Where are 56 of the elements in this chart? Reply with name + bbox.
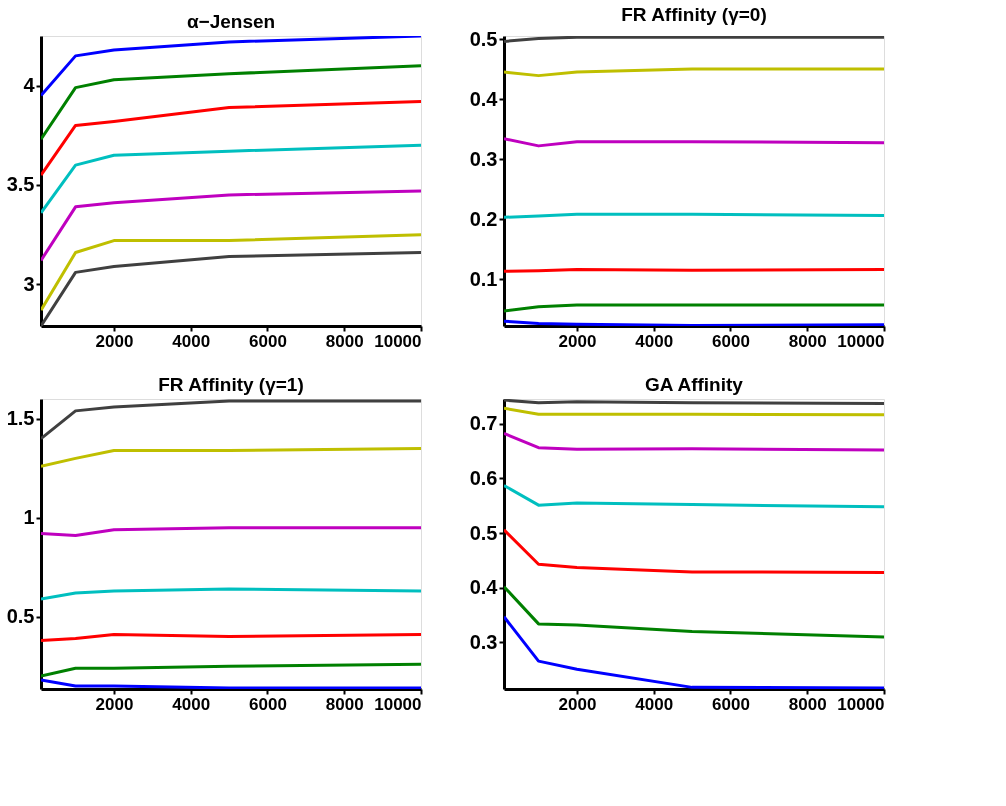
x-tick-label: 10000 xyxy=(837,331,885,351)
y-tick-label: 0.5 xyxy=(469,521,498,544)
line-series xyxy=(41,64,421,141)
x-tick-label: 4000 xyxy=(172,694,211,714)
line-series xyxy=(41,36,421,98)
line-series xyxy=(41,526,421,538)
chart-title: α−Jensen xyxy=(186,11,276,32)
line-series xyxy=(41,189,421,262)
x-tick-label: 2000 xyxy=(95,694,134,714)
y-tick-label: 3.5 xyxy=(6,173,35,196)
y-tick-label: 0.5 xyxy=(469,27,498,50)
x-tick-label: 2000 xyxy=(558,331,597,351)
x-tick-label: 10000 xyxy=(837,694,885,714)
x-tick-label: 6000 xyxy=(249,331,287,351)
x-tick-label: 10000 xyxy=(374,694,422,714)
x-tick-label: 4000 xyxy=(635,694,674,714)
x-tick-label: 6000 xyxy=(712,331,750,351)
y-tick-label: 0.1 xyxy=(469,267,498,290)
y-tick-label: 0.4 xyxy=(469,576,499,599)
line-series xyxy=(41,399,421,441)
line-series xyxy=(41,143,421,215)
y-tick-label: 1.5 xyxy=(6,407,35,430)
x-tick-label: 6000 xyxy=(712,694,750,714)
y-tick-label: 3 xyxy=(23,272,35,295)
x-tick-label: 4000 xyxy=(635,331,674,351)
x-tick-label: 6000 xyxy=(249,694,287,714)
x-tick-label: 8000 xyxy=(325,331,364,351)
line-series xyxy=(504,137,884,148)
x-tick-label: 8000 xyxy=(788,331,827,351)
y-tick-label: 0.3 xyxy=(469,630,498,653)
x-tick-label: 8000 xyxy=(325,694,364,714)
x-tick-label: 2000 xyxy=(558,694,597,714)
x-tick-label: 4000 xyxy=(172,331,211,351)
y-tick-label: 0.4 xyxy=(469,87,499,110)
x-tick-label: 8000 xyxy=(788,694,827,714)
line-series xyxy=(41,446,421,468)
line-series xyxy=(504,483,884,509)
y-tick-label: 0.2 xyxy=(469,207,498,230)
x-tick-label: 2000 xyxy=(95,331,134,351)
chart-title: FR Affinity (γ=1) xyxy=(158,374,304,395)
chart-title: FR Affinity (γ=0) xyxy=(621,4,767,25)
line-series xyxy=(504,431,884,452)
line-series xyxy=(504,585,884,639)
y-tick-label: 1 xyxy=(23,506,35,529)
line-series xyxy=(41,100,421,177)
y-tick-label: 4 xyxy=(23,74,36,97)
y-tick-label: 0.5 xyxy=(6,605,35,628)
y-tick-label: 0.6 xyxy=(469,466,498,489)
line-series xyxy=(41,233,421,312)
chart-title: GA Affinity xyxy=(645,374,744,395)
y-tick-label: 0.7 xyxy=(469,412,498,435)
y-tick-label: 0.3 xyxy=(469,147,498,170)
line-series xyxy=(41,662,421,678)
x-tick-label: 10000 xyxy=(374,331,422,351)
line-series xyxy=(504,528,884,574)
line-series xyxy=(41,587,421,601)
